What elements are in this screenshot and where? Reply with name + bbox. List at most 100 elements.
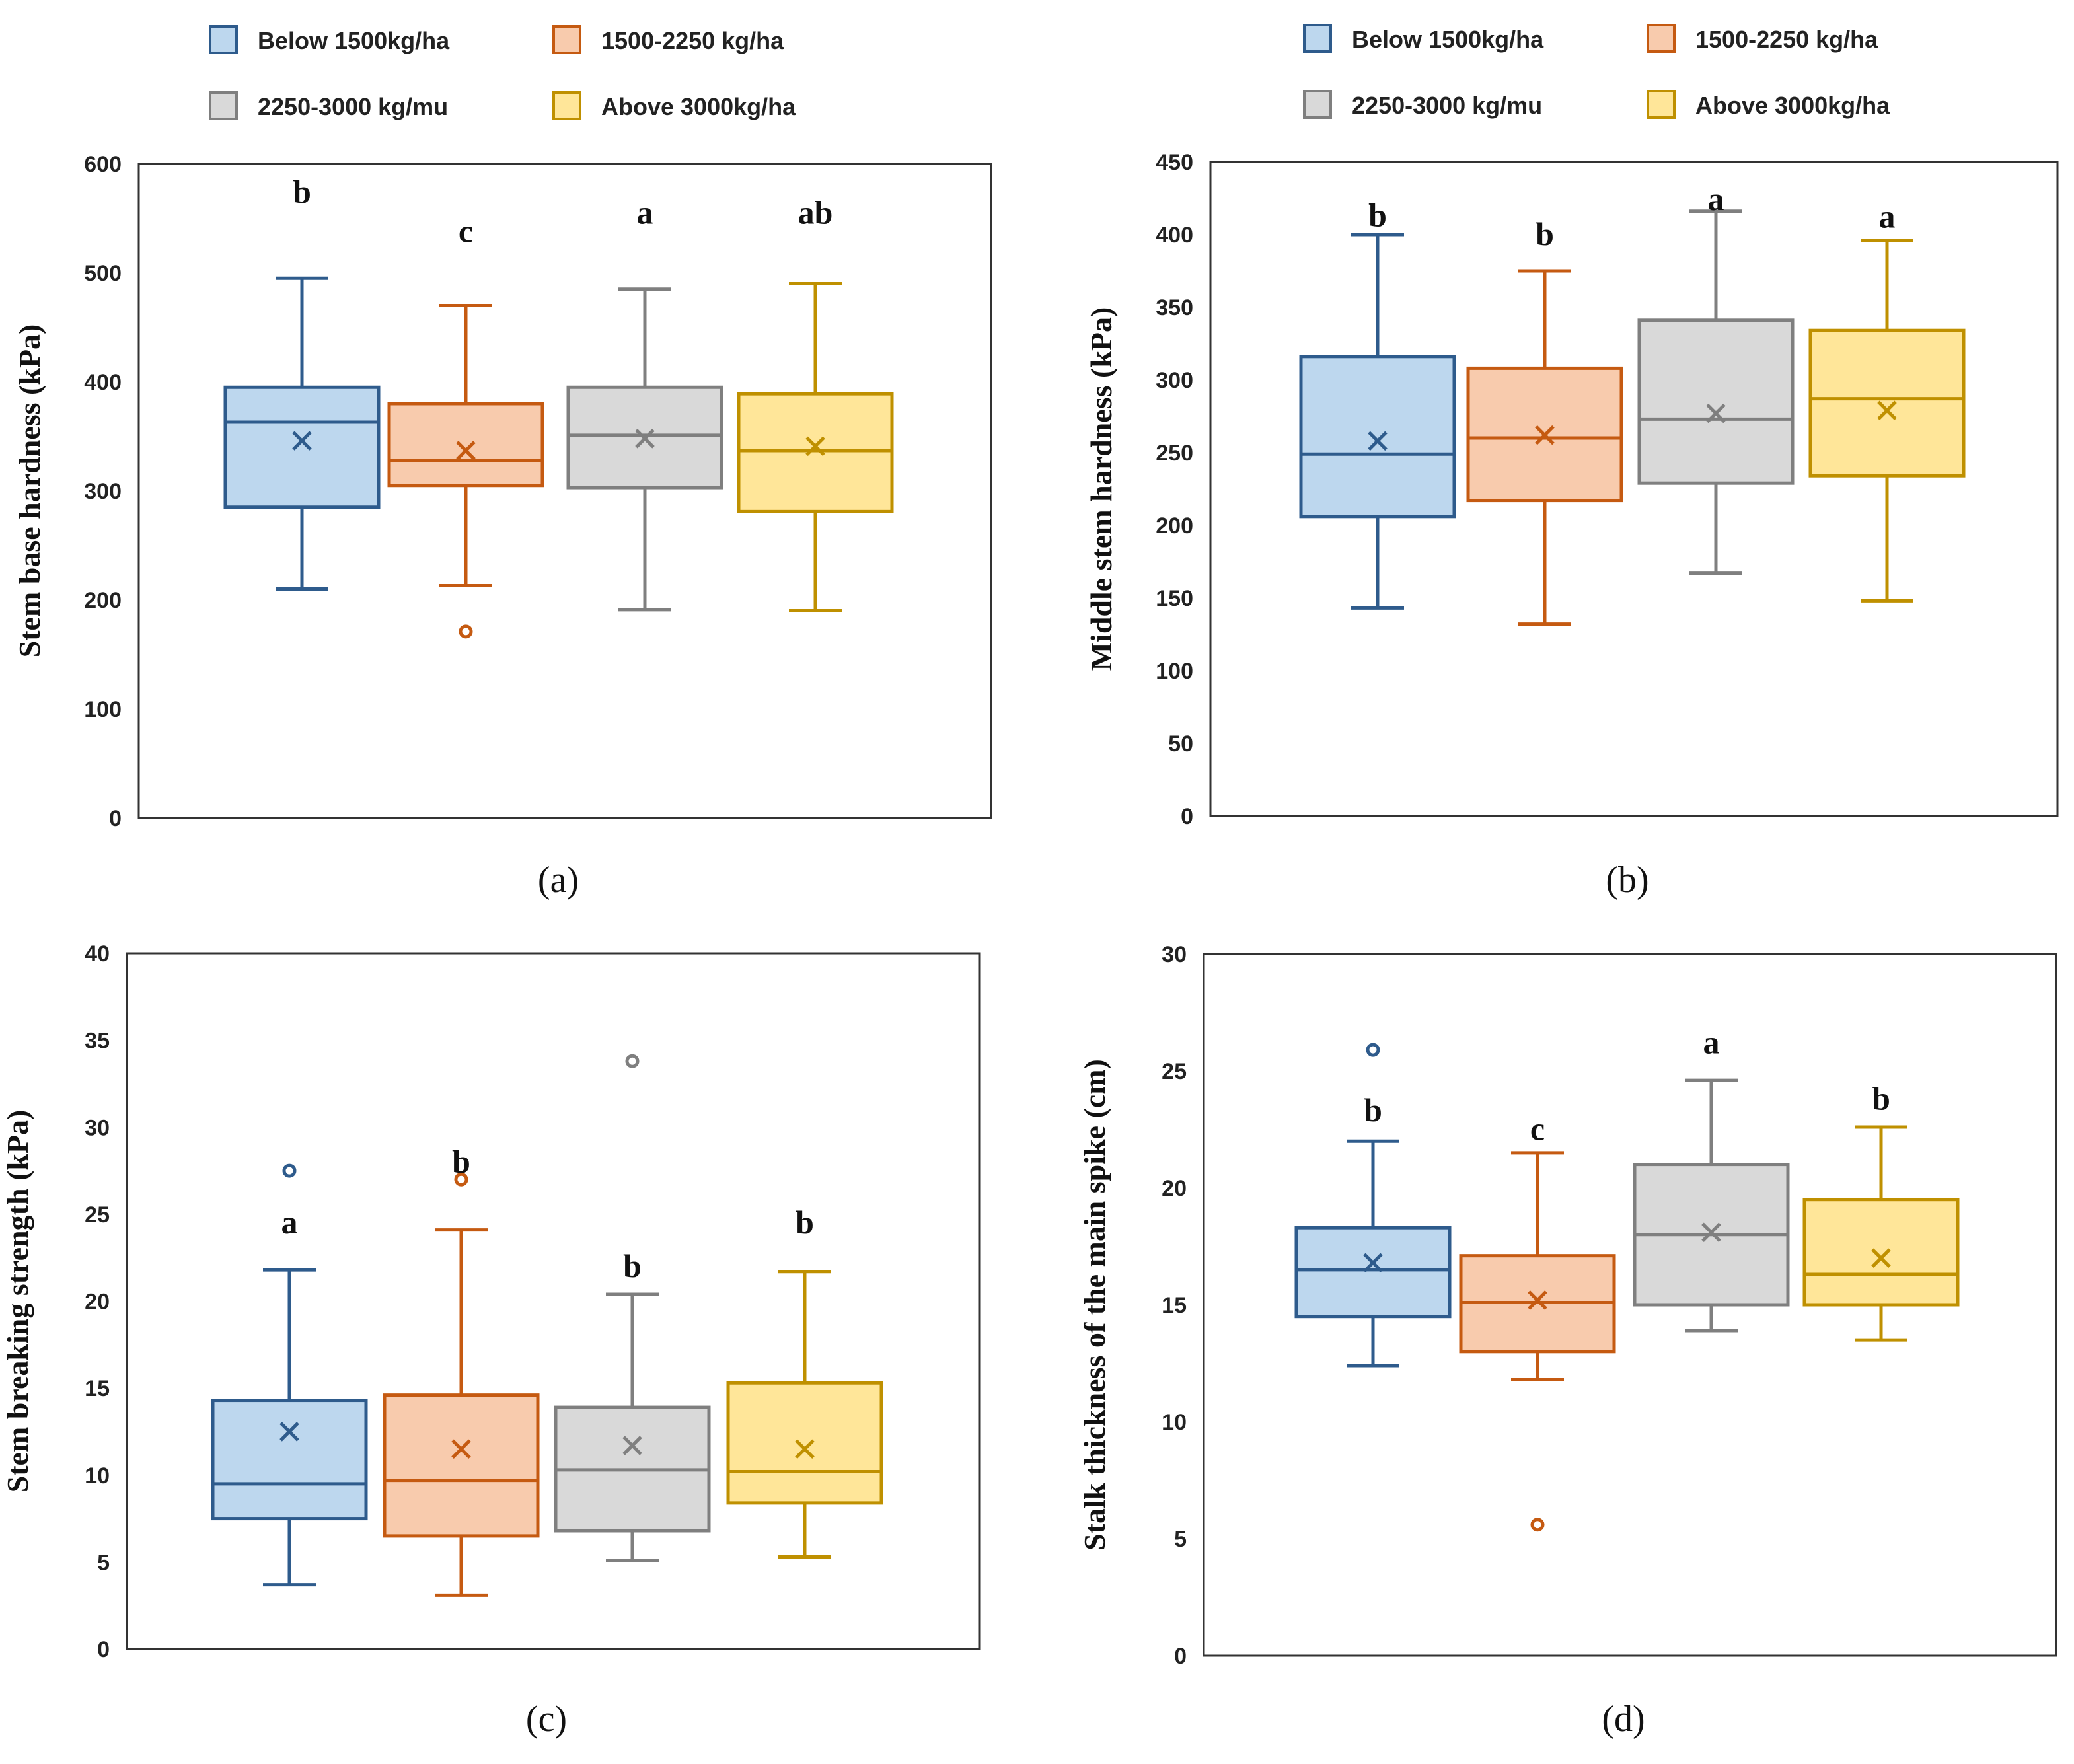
y-tick-label: 300 xyxy=(1156,368,1193,393)
plot-frame xyxy=(1203,953,2057,1657)
legend-swatch xyxy=(1303,90,1332,119)
significance-letter: a xyxy=(1879,198,1896,235)
legend-label: 2250-3000 kg/mu xyxy=(258,93,448,120)
mean-marker xyxy=(279,1422,299,1442)
significance-letter: a xyxy=(281,1204,298,1241)
y-tick-label: 250 xyxy=(1156,441,1193,466)
y-tick-label: 30 xyxy=(85,1115,110,1140)
y-tick-label: 200 xyxy=(84,588,122,613)
mean-marker xyxy=(1877,400,1897,420)
y-axis-label: Stem breaking strength (kPa) xyxy=(1,1110,34,1493)
y-tick-label: 100 xyxy=(1156,659,1193,684)
legend-item-3: 2250-3000 kg/mu xyxy=(209,91,448,120)
significance-letter: b xyxy=(452,1143,470,1180)
significance-letter: c xyxy=(1530,1111,1545,1148)
mean-marker xyxy=(1701,1222,1721,1243)
box-1: b xyxy=(1294,1043,1452,1368)
panel-2: 0 50 100 150 200 250 300 350 400 450 Middle stem h… xyxy=(1084,150,2059,900)
panel-label: (a) xyxy=(538,860,579,900)
iqr-box xyxy=(1294,1226,1452,1319)
mean-marker xyxy=(1871,1248,1891,1268)
box-4: a xyxy=(1808,198,1966,603)
y-tick-label: 100 xyxy=(84,697,122,722)
significance-letter: b xyxy=(1536,215,1554,252)
legend-swatch xyxy=(1647,90,1676,119)
box-2: c xyxy=(1459,1111,1616,1532)
significance-letter: b xyxy=(293,173,311,210)
legend-swatch xyxy=(1647,24,1676,53)
significance-letter: b xyxy=(1364,1091,1382,1128)
box-3: a xyxy=(566,194,723,612)
y-tick-label: 400 xyxy=(84,370,122,395)
iqr-box xyxy=(387,402,544,488)
legend-label: Below 1500kg/ha xyxy=(258,27,450,54)
mean-marker xyxy=(622,1436,642,1455)
legend-item-2: 1500-2250 kg/ha xyxy=(1647,24,1878,53)
mean-marker xyxy=(456,441,476,460)
y-tick-label: 50 xyxy=(1168,731,1193,756)
y-tick-label: 600 xyxy=(84,152,122,177)
iqr-box xyxy=(223,385,381,509)
y-tick-label: 200 xyxy=(1156,513,1193,538)
legend-label: Above 3000kg/ha xyxy=(1695,92,1890,119)
legend-swatch xyxy=(552,91,581,120)
y-tick-label: 0 xyxy=(109,806,122,831)
y-tick-label: 15 xyxy=(1162,1293,1187,1318)
y-tick-label: 10 xyxy=(85,1463,110,1488)
box-3: a xyxy=(1637,180,1795,575)
y-tick-label: 35 xyxy=(85,1029,110,1054)
significance-letter: a xyxy=(637,194,653,231)
legend-label: 1500-2250 kg/ha xyxy=(1695,26,1878,53)
legend-swatch xyxy=(209,25,238,54)
legend-swatch xyxy=(1303,24,1332,53)
significance-letter: a xyxy=(1708,180,1724,217)
box-2: c xyxy=(387,212,544,639)
outlier-point xyxy=(625,1054,640,1068)
y-tick-label: 300 xyxy=(84,479,122,504)
y-tick-label: 500 xyxy=(84,261,122,286)
significance-letter: b xyxy=(1368,196,1387,233)
y-tick-label: 10 xyxy=(1162,1410,1187,1435)
outlier-point xyxy=(459,624,473,639)
mean-marker xyxy=(795,1439,815,1459)
y-tick-label: 150 xyxy=(1156,586,1193,611)
mean-marker xyxy=(1706,403,1726,423)
mean-marker xyxy=(1363,1253,1383,1273)
box-4: b xyxy=(726,1204,883,1559)
panel-label: (d) xyxy=(1602,1699,1645,1740)
y-axis-label: Stalk thickness of the main spike (cm) xyxy=(1078,1059,1111,1551)
y-tick-label: 450 xyxy=(1156,150,1193,175)
outlier-point xyxy=(1530,1518,1545,1532)
y-tick-label: 0 xyxy=(1174,1644,1187,1669)
legend-item-4: Above 3000kg/ha xyxy=(552,91,796,120)
mean-marker xyxy=(805,436,825,457)
box-3: a xyxy=(1633,1024,1790,1333)
plot-frame xyxy=(1209,161,2059,817)
significance-letter: c xyxy=(459,212,473,249)
iqr-box xyxy=(737,392,894,513)
y-tick-label: 400 xyxy=(1156,223,1193,248)
y-axis-label: Stem base hardness (kPa) xyxy=(13,324,46,658)
panel-4: 0 5 10 15 20 25 30 Stalk thickness of the main … xyxy=(1078,942,2057,1740)
y-tick-label: 5 xyxy=(1174,1527,1187,1552)
y-tick-label: 0 xyxy=(97,1637,110,1662)
legend-item-2: 1500-2250 kg/ha xyxy=(552,25,784,54)
box-4: b xyxy=(1802,1080,1960,1342)
iqr-box xyxy=(1808,328,1966,478)
legend-item-3: 2250-3000 kg/mu xyxy=(1303,90,1542,119)
significance-letter: b xyxy=(796,1204,814,1241)
legend-swatch xyxy=(552,25,581,54)
significance-letter: b xyxy=(623,1247,642,1284)
legend-item-4: Above 3000kg/ha xyxy=(1647,90,1890,119)
y-tick-label: 350 xyxy=(1156,295,1193,320)
box-1: a xyxy=(211,1163,368,1587)
significance-letter: b xyxy=(1872,1080,1890,1117)
legend-label: 2250-3000 kg/mu xyxy=(1352,92,1542,119)
y-tick-label: 20 xyxy=(85,1290,110,1315)
y-tick-label: 40 xyxy=(85,941,110,967)
box-3: b xyxy=(554,1054,711,1562)
legend-item-1: Below 1500kg/ha xyxy=(1303,24,1544,53)
y-axis-label: Middle stem hardness (kPa) xyxy=(1084,307,1118,671)
box-2: b xyxy=(1466,215,1623,626)
